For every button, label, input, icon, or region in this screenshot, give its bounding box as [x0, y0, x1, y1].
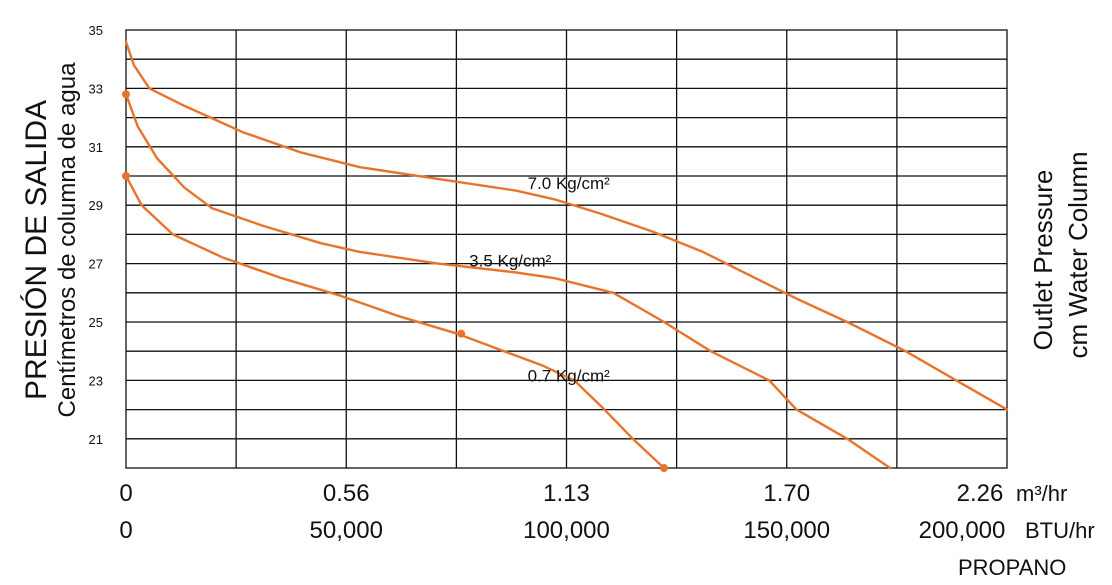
- data-point-marker: [659, 464, 668, 472]
- curve-label: 7.0 Kg/cm²: [528, 174, 611, 193]
- x-tick-label-primary: 0: [119, 480, 132, 507]
- y-tick-label: 29: [89, 198, 103, 213]
- x-tick-label-secondary: 200,000: [919, 517, 1006, 544]
- data-point-marker: [122, 90, 130, 99]
- y-axis-subtitle-right: cm Water Column: [1063, 151, 1093, 358]
- curve-label: 3.5 Kg/cm²: [469, 252, 552, 271]
- y-axis-subtitle-left: Centímetros de columna de agua: [54, 62, 81, 418]
- x-tick-labels: 0 0.56 1.13 1.70 2.26 0 50,000 100,000 150,000 20…: [119, 480, 1005, 544]
- x-tick-label-primary: 1.70: [763, 480, 810, 507]
- y-tick-labels: 35 33 31 29 27 25 23 21: [89, 23, 103, 447]
- y-axis-title-right: Outlet Pressure: [1028, 170, 1058, 351]
- markers: [122, 90, 668, 472]
- y-tick-label: 33: [89, 81, 103, 96]
- curve-line: [124, 174, 666, 470]
- propane-label: PROPANO: [958, 555, 1066, 580]
- y-tick-label: 35: [89, 23, 103, 38]
- curve-line: [124, 93, 892, 470]
- x-unit-secondary: BTU/hr: [1025, 518, 1095, 543]
- y-tick-label: 23: [89, 373, 103, 388]
- curve-line: [124, 40, 1009, 411]
- curve-label: 0.7 Kg/cm²: [528, 366, 611, 385]
- x-tick-label-secondary: 0: [119, 517, 132, 544]
- x-tick-label-primary: 1.13: [543, 480, 590, 507]
- y-tick-label: 21: [89, 432, 103, 447]
- curve-labels: 7.0 Kg/cm² 3.5 Kg/cm² 0.7 Kg/cm²: [469, 174, 610, 385]
- data-point-marker: [122, 172, 130, 180]
- x-unit-primary: m³/hr: [1016, 481, 1067, 506]
- x-tick-label-secondary: 150,000: [743, 517, 830, 544]
- x-tick-label-secondary: 100,000: [523, 517, 610, 544]
- y-axis-title-left: PRESIÓN DE SALIDA: [20, 100, 53, 400]
- y-tick-label: 27: [89, 257, 103, 272]
- x-tick-label-secondary: 50,000: [310, 517, 383, 544]
- curves: [124, 40, 1009, 470]
- y-tick-label: 25: [89, 315, 103, 330]
- grid: [125, 29, 1008, 469]
- data-point-marker: [457, 329, 466, 338]
- y-tick-label: 31: [89, 140, 103, 155]
- x-tick-label-primary: 0.56: [323, 480, 370, 507]
- x-tick-label-primary: 2.26: [957, 480, 1004, 507]
